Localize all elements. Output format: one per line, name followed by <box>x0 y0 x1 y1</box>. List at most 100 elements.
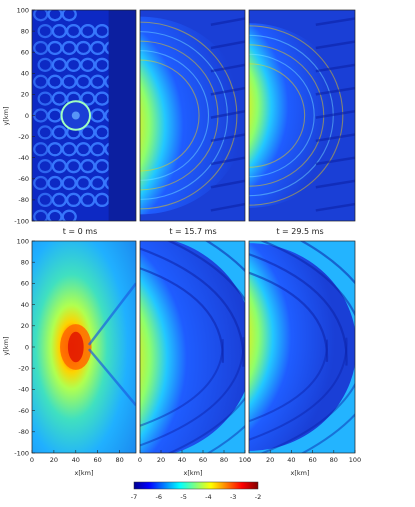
x-axis-label-0: x[km] <box>74 469 93 477</box>
panel-1-2 <box>249 241 355 453</box>
colorbar-tick-label: -4 <box>205 493 211 501</box>
wave-cell <box>94 192 110 207</box>
streak <box>315 110 355 119</box>
spiral-body <box>249 243 355 451</box>
wave-cell <box>33 74 49 89</box>
streak <box>315 40 355 50</box>
wave-cell <box>51 24 67 39</box>
colorbar-tick-label: -6 <box>156 493 162 501</box>
wave-cell <box>51 91 67 106</box>
x-tick-label: 20 <box>266 456 274 464</box>
panel-1-1 <box>140 241 245 453</box>
x-tick-label: 60 <box>94 456 102 464</box>
wave-cell <box>94 125 110 140</box>
panel-0-0 <box>32 10 136 221</box>
colorbar <box>133 481 259 490</box>
streak <box>315 179 355 189</box>
front-ring <box>140 59 200 172</box>
y-axis-label-bottom: y[km] <box>2 336 10 355</box>
y-tick-label: -80 <box>18 428 29 436</box>
x-tick-label: 60 <box>199 456 207 464</box>
wave-cell <box>47 175 63 191</box>
y-tick-label: -40 <box>18 154 29 162</box>
spiral-arm <box>300 413 355 453</box>
y-tick-label: -60 <box>18 407 29 415</box>
x-tick-label: 80 <box>330 456 338 464</box>
streak <box>210 179 245 189</box>
spiral-arm <box>167 396 245 453</box>
wave-cell <box>37 192 53 207</box>
streak <box>210 40 245 50</box>
panel-frame-0-1 <box>139 9 246 222</box>
x-tick-label: 40 <box>287 456 295 464</box>
wave-cell <box>61 40 77 56</box>
wave-cell <box>37 24 53 39</box>
wave-cell <box>75 74 92 89</box>
y-tick-label: 20 <box>21 91 29 99</box>
y-tick-label: -60 <box>18 175 29 183</box>
x-tick-label: 40 <box>72 456 80 464</box>
wave-cell <box>94 24 110 39</box>
wave-cell <box>65 159 82 174</box>
y-tick-label: 100 <box>17 237 29 245</box>
wave-cell <box>90 40 106 56</box>
wave-cell <box>80 24 96 39</box>
front-ring <box>140 50 210 181</box>
wave-cell <box>61 209 77 221</box>
colorbar-tick-label: -7 <box>131 493 137 501</box>
wave-cell <box>80 159 96 174</box>
y-tick-label: -100 <box>14 217 29 225</box>
colorbar-tick-label: -2 <box>255 493 261 501</box>
wave-cell <box>33 10 49 22</box>
x-tick-label: 0 <box>247 456 251 464</box>
colorbar-tick-label: -3 <box>230 493 236 501</box>
wave-cell <box>75 175 92 191</box>
wave-cell <box>61 10 77 22</box>
wave-cell <box>37 57 53 72</box>
spiral-arm <box>259 382 355 453</box>
time-label-1: t = 15.7 ms <box>169 227 216 236</box>
panel-0-1 <box>140 10 245 221</box>
wave-cell <box>80 57 96 72</box>
spiral-arm <box>249 337 348 441</box>
x-tick-label: 0 <box>30 456 34 464</box>
wave-cell <box>90 175 106 191</box>
spiral-arm <box>140 267 224 363</box>
streak <box>315 202 355 212</box>
wave-cell <box>37 91 53 106</box>
y-tick-label: 100 <box>17 6 29 14</box>
x-tick-label: 80 <box>115 456 123 464</box>
streak <box>210 63 245 73</box>
y-tick-label: 80 <box>21 27 29 35</box>
wave-cell <box>37 125 53 140</box>
y-tick-label: 0 <box>25 343 29 351</box>
streak <box>210 202 245 212</box>
wave-cell <box>80 192 96 207</box>
panel-frame-1-2 <box>248 240 356 454</box>
y-tick-label: -40 <box>18 386 29 394</box>
y-tick-label: 0 <box>25 112 29 120</box>
spiral-arm <box>249 253 348 366</box>
streak <box>210 110 245 119</box>
wave-cell <box>80 125 96 140</box>
y-tick-label: -20 <box>18 133 29 141</box>
wave-cell <box>33 175 49 191</box>
streak <box>315 17 355 27</box>
x-tick-label: 20 <box>157 456 165 464</box>
streak <box>210 86 245 96</box>
wave-cell <box>61 142 77 157</box>
panel-0-2 <box>249 10 355 221</box>
wave-cell <box>80 91 96 106</box>
y-tick-label: -20 <box>18 365 29 373</box>
wave-cell <box>33 40 49 56</box>
source-core <box>71 111 80 120</box>
x-tick-label: 100 <box>239 456 251 464</box>
streak <box>315 63 355 73</box>
y-tick-label: 20 <box>21 322 29 330</box>
y-tick-label: 60 <box>21 49 29 57</box>
wave-cell <box>61 74 77 89</box>
spiral-arm <box>140 337 245 447</box>
wave-cell <box>90 108 106 123</box>
wave-cell <box>90 142 106 157</box>
